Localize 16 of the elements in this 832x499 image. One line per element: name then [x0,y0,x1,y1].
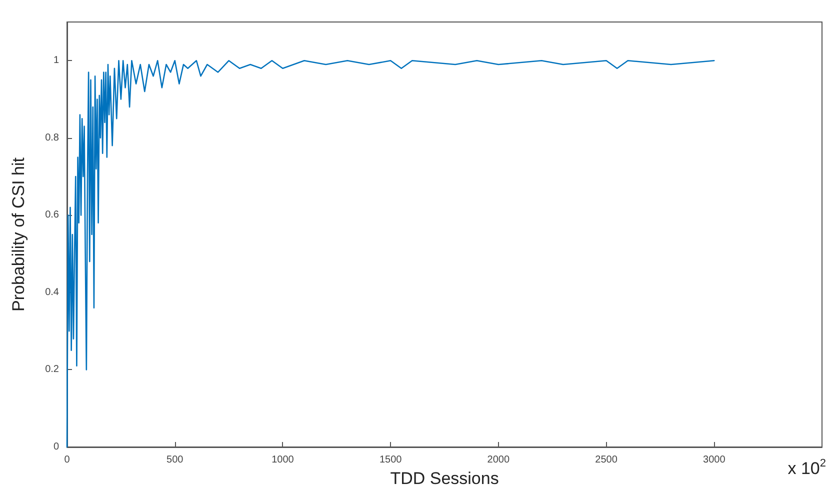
x-tick-label: 3000 [703,454,726,466]
x-tick-label: 0 [64,454,70,466]
y-tick-label: 0.6 [45,210,60,221]
y-tick-label: 0.4 [45,286,60,298]
x-tick-label: 1000 [272,454,294,466]
x-tick-label: 2500 [595,454,618,466]
x-tick-label: 2000 [487,454,510,466]
x-axis-title: TDD Sessions [390,468,499,488]
line-series [66,60,715,448]
y-tick-label: 1 [53,55,60,66]
x-tick-label: 500 [166,454,184,466]
y-tick-label: 0 [53,442,60,452]
y-tick-label: 0.2 [45,364,60,376]
x-tick-label: 1500 [379,454,402,466]
y-tick-label: 0.8 [45,132,60,144]
y-axis-title: Probability of CSI hit [9,157,28,312]
